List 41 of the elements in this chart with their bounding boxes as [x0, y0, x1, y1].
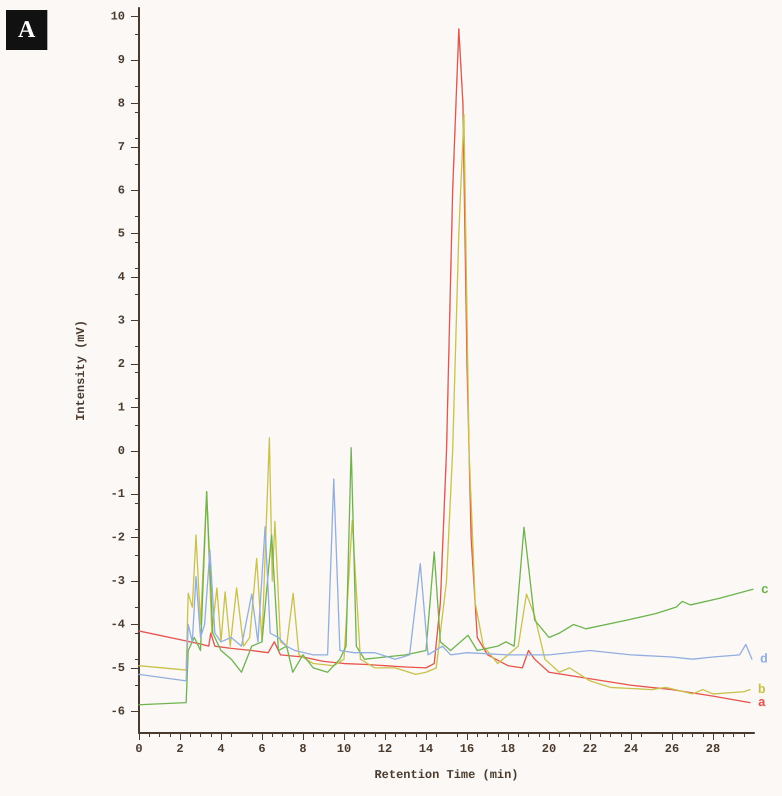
x-axis-title: Retention Time (min)	[374, 768, 519, 782]
x-tick-label: 20	[542, 742, 556, 756]
x-tick-label: 6	[258, 742, 266, 756]
x-tick-label: 18	[500, 742, 516, 756]
series-label: a	[758, 695, 766, 710]
x-tick-label: 2	[176, 742, 184, 756]
y-tick-label: -2	[110, 530, 125, 545]
y-tick-label: -6	[110, 704, 125, 718]
line-series	[138, 478, 753, 682]
x-tick-label: 12	[378, 742, 392, 756]
y-tick-label: 4	[118, 270, 125, 284]
y-tick-label: 6	[118, 183, 125, 198]
x-tick-label: 24	[624, 742, 638, 756]
y-tick-label: 1	[118, 400, 125, 414]
line-series	[138, 447, 754, 706]
y-tick-label: 0	[118, 444, 125, 458]
x-tick-label: 14	[418, 742, 434, 756]
series-label: c	[760, 582, 769, 597]
y-tick-label: 5	[118, 226, 125, 241]
y-tick-label: -3	[110, 574, 125, 588]
y-tick-label: -1	[110, 487, 125, 502]
y-tick-label: 9	[118, 53, 125, 68]
y-tick-label: 2	[118, 356, 125, 371]
y-tick-label: 8	[118, 96, 125, 111]
x-tick-label: 22	[582, 742, 598, 756]
x-tick-label: 0	[135, 742, 143, 756]
x-tick-label: 8	[299, 742, 307, 756]
y-tick-label: 7	[118, 140, 125, 154]
series-label: b	[758, 682, 766, 698]
y-tick-label: 3	[118, 314, 125, 328]
x-tick-label: 26	[664, 742, 680, 756]
chart-title: A	[18, 17, 36, 43]
series-label: d	[760, 652, 768, 667]
y-tick-label: -4	[110, 617, 125, 632]
x-tick-label: 10	[336, 742, 352, 756]
x-tick-label: 28	[706, 742, 720, 756]
y-tick-label: -5	[110, 660, 125, 675]
y-axis-title: Intensity (mV)	[74, 320, 88, 421]
x-tick-label: 16	[460, 742, 474, 756]
y-tick-label: 10	[110, 10, 125, 24]
x-tick-label: 4	[217, 742, 225, 756]
